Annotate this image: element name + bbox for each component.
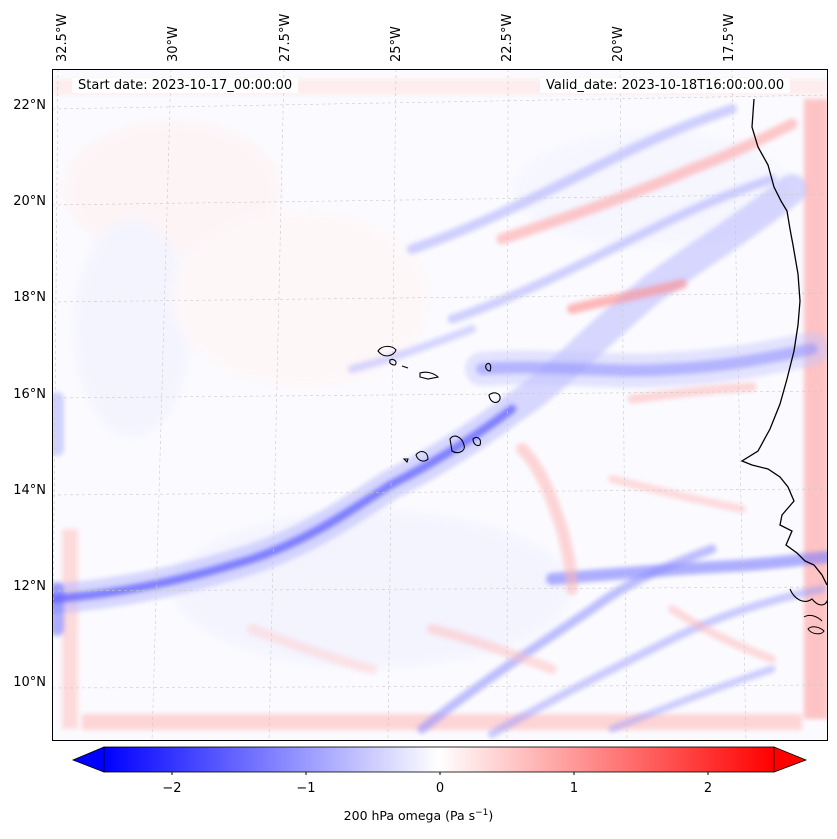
lon-label: 32.5°W (55, 13, 70, 62)
colorbar-extend-max (773, 746, 808, 773)
lon-label: 25°W (389, 26, 404, 62)
colorbar-tick: −2 (162, 781, 182, 796)
colorbar (71, 746, 808, 775)
colorbar-tick: 2 (703, 781, 713, 796)
lat-label: 20°N (13, 194, 46, 209)
lon-label: 20°W (611, 26, 626, 62)
start-date: Start date: 2023-10-17_00:00:00 (72, 78, 299, 93)
africa-coastline (740, 98, 828, 586)
colorbar-extend-min (71, 746, 105, 773)
lon-label: 27.5°W (278, 13, 293, 62)
lon-label: 30°W (166, 26, 181, 62)
colorbar-label: 200 hPa omega (Pa s−1) (343, 808, 494, 824)
lat-label: 16°N (13, 387, 46, 402)
colorbar-tick: 1 (569, 781, 579, 796)
omega-map (52, 69, 828, 741)
colorbar-tick: 0 (435, 781, 445, 796)
colorbar-tick: −1 (296, 781, 316, 796)
lat-label: 12°N (13, 579, 46, 594)
lat-label: 22°N (13, 98, 46, 113)
colorbar-gradient (103, 746, 775, 773)
lon-label: 22.5°W (500, 13, 515, 62)
lat-label: 14°N (13, 483, 46, 498)
lat-label: 18°N (13, 290, 46, 305)
valid-date: Valid_date: 2023-10-18T16:00:00.00 (540, 78, 791, 93)
lon-label: 17.5°W (722, 13, 737, 62)
lat-label: 10°N (13, 675, 46, 690)
